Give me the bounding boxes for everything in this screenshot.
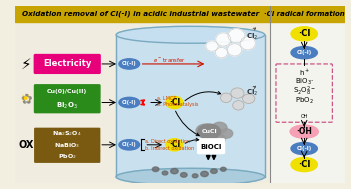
Text: OX: OX [18, 140, 34, 150]
Ellipse shape [243, 94, 255, 103]
Ellipse shape [116, 26, 265, 43]
Text: Cl(-I): Cl(-I) [122, 142, 137, 147]
Text: NaBiO$_3$: NaBiO$_3$ [54, 141, 80, 150]
Ellipse shape [220, 93, 232, 102]
Ellipse shape [233, 101, 244, 110]
Text: ·Cl radical formation: ·Cl radical formation [264, 11, 345, 17]
FancyArrowPatch shape [185, 91, 220, 101]
Bar [270, 22, 345, 183]
FancyArrowPatch shape [253, 86, 256, 88]
FancyArrowPatch shape [185, 138, 199, 143]
Text: b. Photocatalysis: b. Photocatalysis [158, 102, 199, 107]
Ellipse shape [216, 33, 231, 46]
Ellipse shape [196, 124, 215, 137]
Bar [116, 35, 265, 177]
Ellipse shape [119, 97, 140, 108]
Ellipse shape [152, 167, 159, 172]
Ellipse shape [211, 169, 217, 174]
Bar [15, 6, 345, 22]
FancyBboxPatch shape [34, 85, 100, 98]
Ellipse shape [290, 125, 318, 138]
Text: ☀: ☀ [20, 93, 32, 106]
Ellipse shape [116, 168, 265, 185]
Ellipse shape [166, 96, 183, 109]
Text: ·Cl: ·Cl [169, 98, 180, 107]
Text: Bi$_2$O$_3$: Bi$_2$O$_3$ [56, 101, 78, 111]
Ellipse shape [192, 174, 198, 178]
Bar [15, 22, 270, 183]
Ellipse shape [119, 140, 140, 150]
Text: Na$_2$S$_2$O$_4$: Na$_2$S$_2$O$_4$ [52, 129, 82, 139]
Text: Cl(-I): Cl(-I) [122, 61, 137, 67]
Ellipse shape [206, 41, 218, 51]
Ellipse shape [162, 171, 168, 175]
Text: BiOCl: BiOCl [200, 144, 222, 150]
Text: b. Indirect oxidation: b. Indirect oxidation [145, 146, 194, 151]
Text: h$^+$: h$^+$ [299, 67, 310, 77]
Ellipse shape [291, 27, 317, 41]
Text: a. Direct oxidation: a. Direct oxidation [145, 139, 190, 143]
Ellipse shape [215, 47, 227, 58]
Text: Cu(0)/Cu(II): Cu(0)/Cu(II) [47, 89, 87, 94]
Text: Cl$_2$: Cl$_2$ [246, 32, 259, 42]
FancyBboxPatch shape [34, 99, 100, 113]
Text: S$_2$O$_8^{2-}$: S$_2$O$_8^{2-}$ [293, 84, 316, 98]
Ellipse shape [212, 122, 227, 133]
Ellipse shape [180, 173, 187, 177]
Ellipse shape [220, 167, 226, 171]
Text: ·OH: ·OH [296, 127, 312, 136]
Text: a. LMCT: a. LMCT [158, 96, 177, 101]
Text: ·Cl: ·Cl [298, 29, 310, 38]
Ellipse shape [166, 139, 183, 151]
Text: Cl(-I): Cl(-I) [122, 100, 137, 105]
Ellipse shape [240, 37, 255, 50]
Text: $e^-$ transfer: $e^-$ transfer [153, 56, 186, 64]
Text: Cl(-I): Cl(-I) [297, 146, 312, 151]
FancyBboxPatch shape [198, 139, 225, 154]
FancyArrowPatch shape [176, 111, 199, 136]
Text: Electricity: Electricity [43, 59, 91, 68]
Ellipse shape [291, 46, 317, 59]
Text: CuCl: CuCl [201, 129, 217, 134]
Text: OH: OH [300, 114, 308, 119]
Ellipse shape [201, 171, 208, 177]
Text: ⚡: ⚡ [20, 57, 31, 71]
FancyBboxPatch shape [35, 140, 100, 151]
Text: ·Cl: ·Cl [298, 160, 310, 169]
Ellipse shape [231, 88, 244, 98]
Text: BiO$_3$·: BiO$_3$· [294, 77, 314, 87]
Ellipse shape [228, 29, 245, 43]
Text: PbO$_2$: PbO$_2$ [58, 152, 77, 161]
FancyBboxPatch shape [34, 55, 100, 73]
Text: Cl$_2$: Cl$_2$ [246, 88, 259, 98]
FancyArrowPatch shape [253, 28, 256, 30]
Ellipse shape [201, 137, 214, 147]
Ellipse shape [291, 157, 317, 172]
Ellipse shape [208, 133, 225, 145]
FancyBboxPatch shape [35, 151, 100, 162]
FancyBboxPatch shape [35, 128, 100, 140]
Ellipse shape [291, 143, 317, 155]
Text: Oxidation removal of Cl(-I) in acidic industrial wastewater: Oxidation removal of Cl(-I) in acidic in… [22, 10, 259, 17]
Ellipse shape [220, 129, 233, 138]
Ellipse shape [227, 44, 241, 56]
Ellipse shape [171, 169, 178, 174]
Text: ✿: ✿ [20, 93, 32, 107]
Text: Cl(-I): Cl(-I) [297, 50, 312, 55]
Ellipse shape [119, 59, 140, 69]
Ellipse shape [198, 124, 220, 139]
Text: PbO$_2$: PbO$_2$ [295, 95, 314, 106]
Text: ·Cl: ·Cl [169, 140, 180, 149]
